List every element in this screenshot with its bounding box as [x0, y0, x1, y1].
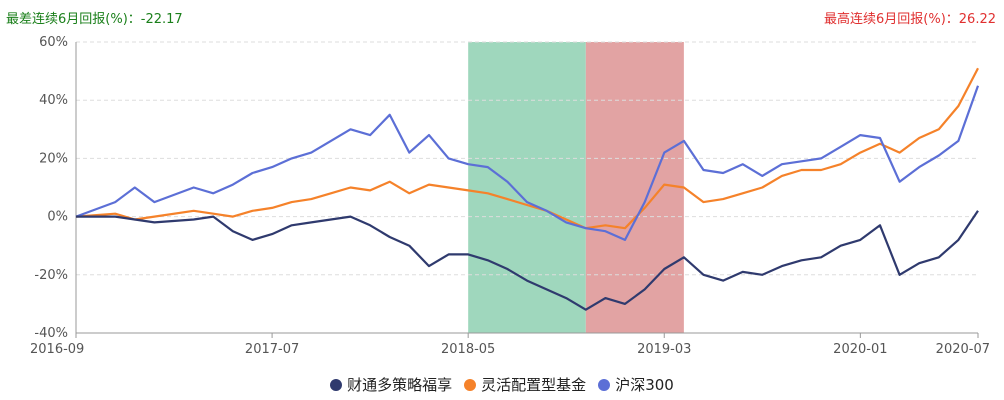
legend-label: 财通多策略福享	[347, 376, 453, 394]
chart-legend: 财通多策略福享 灵活配置型基金 沪深300	[0, 374, 1004, 395]
x-tick-label: 2016-09	[30, 342, 84, 357]
worst-6m-return-note: 最差连续6月回报(%)：-22.17	[6, 8, 183, 27]
legend-label: 沪深300	[615, 376, 674, 394]
worst-6m-return-value: -22.17	[140, 12, 183, 27]
legend-dot-icon	[464, 378, 477, 391]
legend-item[interactable]: 灵活配置型基金	[464, 374, 586, 395]
x-tick-label: 2018-05	[441, 342, 495, 357]
best-6m-return-note: 最高连续6月回报(%)：26.22	[824, 8, 996, 27]
best-6m-return-value: 26.22	[958, 12, 996, 27]
y-tick-label: 40%	[39, 93, 68, 108]
y-tick-label: -20%	[34, 268, 68, 283]
series-line-index	[75, 85, 980, 241]
x-tick-label: 2020-07	[936, 342, 990, 357]
legend-item[interactable]: 财通多策略福享	[330, 374, 452, 395]
y-tick-label: -40%	[34, 326, 68, 341]
legend-item[interactable]: 沪深300	[598, 374, 674, 395]
y-tick-label: 0%	[47, 210, 68, 225]
x-tick-label: 2019-03	[637, 342, 691, 357]
best-period-band	[585, 42, 684, 333]
legend-dot-icon	[598, 378, 611, 391]
worst-period-band	[468, 42, 586, 333]
x-tick-label: 2017-07	[245, 342, 299, 357]
worst-6m-return-label: 最差连续6月回报(%)：	[6, 12, 141, 27]
y-tick-label: 20%	[39, 151, 68, 166]
legend-dot-icon	[330, 378, 343, 391]
best-6m-return-label: 最高连续6月回报(%)：	[824, 12, 959, 27]
legend-label: 灵活配置型基金	[481, 376, 587, 394]
y-tick-label: 60%	[39, 35, 68, 50]
x-tick-label: 2020-01	[833, 342, 887, 357]
series-line-fund	[76, 210, 979, 311]
